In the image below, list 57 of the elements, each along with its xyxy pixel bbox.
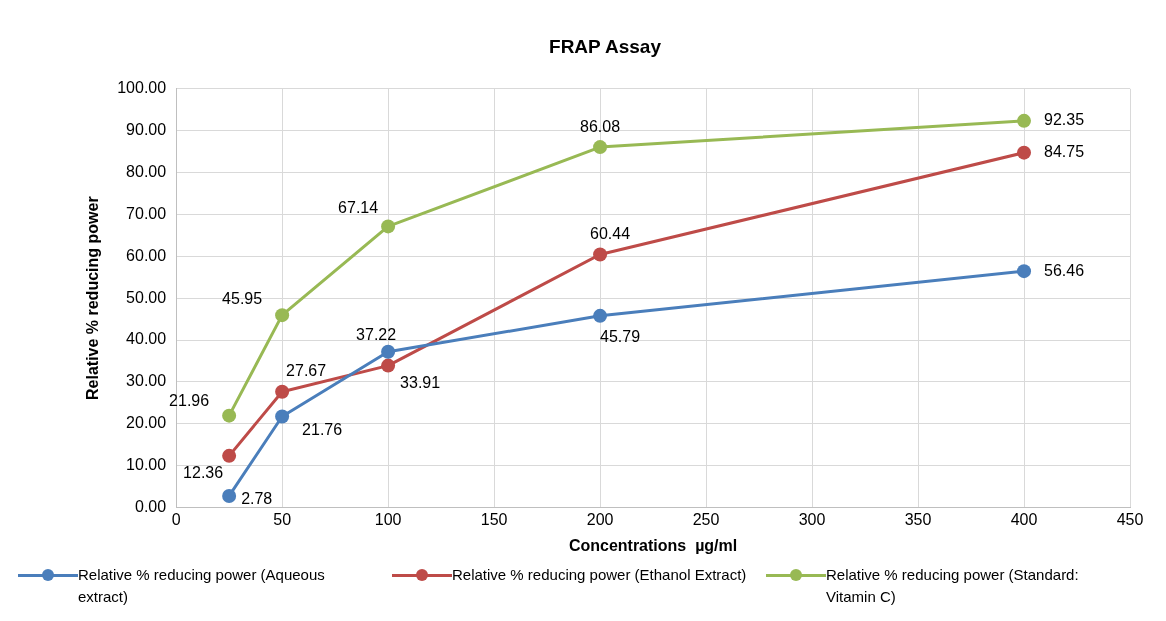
x-axis-title: Concentrations µg/ml: [568, 536, 738, 554]
point: [381, 358, 396, 373]
y-tick-label: 40.00: [126, 330, 167, 348]
x-tick-label: 0: [171, 510, 181, 528]
data-label: 21.96: [169, 392, 210, 410]
point: [1017, 264, 1032, 279]
point: [275, 308, 290, 323]
x-tick-label: 400: [1010, 510, 1038, 528]
x-tick-label: 200: [586, 510, 614, 528]
data-label: 2.78: [241, 490, 273, 508]
data-label: 92.35: [1044, 111, 1085, 129]
x-tick-label: 150: [480, 510, 508, 528]
legend-label: Relative % reducing power (Standard: Vitamin C): [826, 565, 1080, 607]
point: [275, 409, 290, 424]
y-tick-label: 0.00: [135, 498, 167, 516]
y-axis-title: Relative % reducing power: [84, 196, 102, 400]
y-tick-label: 90.00: [126, 121, 167, 139]
point: [593, 140, 608, 155]
point: [222, 408, 237, 423]
x-tick-label: 450: [1116, 510, 1144, 528]
point: [593, 247, 608, 262]
y-tick-label: 100.00: [117, 79, 167, 97]
data-label: 86.08: [580, 117, 621, 135]
point: [275, 384, 290, 399]
y-tick-label: 10.00: [126, 456, 167, 474]
point: [222, 488, 237, 503]
point: [222, 448, 237, 463]
data-label: 27.67: [286, 362, 327, 380]
x-tick-label: 350: [904, 510, 932, 528]
point: [381, 344, 396, 359]
data-label: 45.95: [222, 289, 263, 307]
legend-label: Relative % reducing power (Ethanol Extract): [452, 565, 748, 585]
point: [381, 219, 396, 234]
data-label: 12.36: [183, 464, 224, 482]
data-label: 37.22: [356, 326, 397, 344]
x-tick-label: 50: [273, 510, 292, 528]
y-tick-label: 30.00: [126, 372, 167, 390]
x-tick-label: 100: [374, 510, 402, 528]
data-label: 45.79: [600, 328, 641, 346]
point: [1017, 145, 1032, 160]
data-label: 67.14: [338, 198, 379, 216]
data-label: 84.75: [1044, 143, 1085, 161]
y-tick-label: 50.00: [126, 288, 167, 306]
y-tick-label: 70.00: [126, 204, 167, 222]
y-tick-label: 80.00: [126, 162, 167, 180]
x-tick-label: 300: [798, 510, 826, 528]
data-label: 33.91: [400, 373, 441, 391]
data-label: 60.44: [590, 224, 631, 242]
chart-title: FRAP Assay: [549, 35, 662, 57]
data-label: 21.76: [302, 420, 343, 438]
data-label: 56.46: [1044, 261, 1085, 279]
point: [1017, 113, 1032, 128]
point: [593, 308, 608, 323]
y-tick-label: 60.00: [126, 246, 167, 264]
x-tick-label: 250: [692, 510, 720, 528]
legend-label: Relative % reducing power (Aqueous extract): [78, 565, 326, 607]
y-tick-label: 20.00: [126, 414, 167, 432]
